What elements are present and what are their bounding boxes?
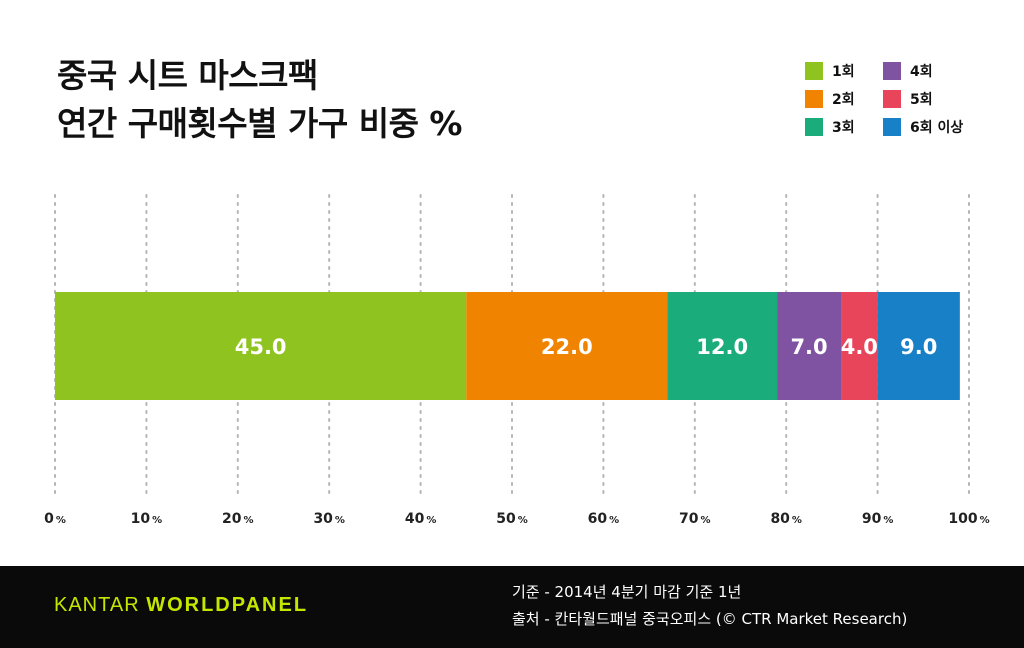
data-labels: 45.0 22.0 12.0 7.0 4.0 9.0 [235,335,938,359]
title-line-2: 연간 구매횟수별 가구 비중 % [57,104,462,143]
x-tick-label: 40% [405,511,437,527]
legend: 1회 2회 3회 4회 5회 6회 이상 [805,61,1005,141]
bar-segment [667,292,778,400]
footnote-basis: 기준 - 2014년 4분기 마감 기준 1년 [512,583,742,601]
data-label: 9.0 [900,335,937,359]
legend-item-1: 1회 [805,61,855,81]
brand-part-2: WORLDPANEL [146,594,309,616]
x-tick-label: 20% [222,511,254,527]
legend-swatch [883,62,901,80]
x-tick-label: 30% [313,511,345,527]
bar-segment [841,292,878,400]
legend-label: 3회 [832,120,855,136]
x-tick-label: 0% [44,511,66,527]
legend-item-2: 2회 [805,89,855,109]
legend-label: 5회 [910,92,933,108]
brand-logo: KANTAR WORLDPANEL [54,594,308,617]
legend-swatch [883,118,901,136]
legend-label: 1회 [832,64,855,80]
x-tick-label: 10% [131,511,163,527]
footer: KANTAR WORLDPANEL 기준 - 2014년 4분기 마감 기준 1… [0,566,1024,648]
x-tick-label: 70% [679,511,711,527]
legend-swatch [805,62,823,80]
legend-label: 2회 [832,92,855,108]
bar-segment [466,292,668,400]
bar-segment [877,292,960,400]
bar-segment [777,292,842,400]
x-tick-label: 80% [770,511,802,527]
legend-label: 6회 이상 [910,120,964,136]
legend-swatch [805,90,823,108]
x-tick-labels: 0% 10% 20% 30% 40% 50% 60% 70% 80% 90% 100% [44,511,990,527]
gridlines [54,194,970,496]
x-tick-label: 60% [588,511,620,527]
data-label: 45.0 [235,335,287,359]
data-label: 22.0 [541,335,593,359]
legend-label: 4회 [910,64,933,80]
footnote-source: 출처 - 칸타월드패널 중국오피스 (© CTR Market Research… [512,610,908,628]
bar-segments [55,292,960,400]
bar-segment [55,292,467,400]
stacked-bar-chart: 45.0 22.0 12.0 7.0 4.0 9.0 0% 10% 20% 30% 40% 50% 6… [44,194,990,527]
legend-item-3: 3회 [805,117,855,137]
x-tick-label: 100% [948,511,989,527]
x-tick-label: 50% [496,511,528,527]
legend-item-6: 6회 이상 [883,117,963,137]
data-label: 4.0 [841,335,878,359]
title-line-1: 중국 시트 마스크팩 [57,56,318,95]
brand-part-1: KANTAR [54,594,147,616]
footnotes: 기준 - 2014년 4분기 마감 기준 1년 출처 - 칸타월드패널 중국오피… [512,579,907,633]
data-label: 7.0 [790,335,827,359]
legend-item-5: 5회 [883,89,933,109]
x-tick-label: 90% [862,511,894,527]
legend-item-4: 4회 [883,61,933,81]
chart-title: 중국 시트 마스크팩 연간 구매횟수별 가구 비중 % [57,52,462,148]
legend-swatch [805,118,823,136]
data-label: 12.0 [696,335,748,359]
legend-swatch [883,90,901,108]
